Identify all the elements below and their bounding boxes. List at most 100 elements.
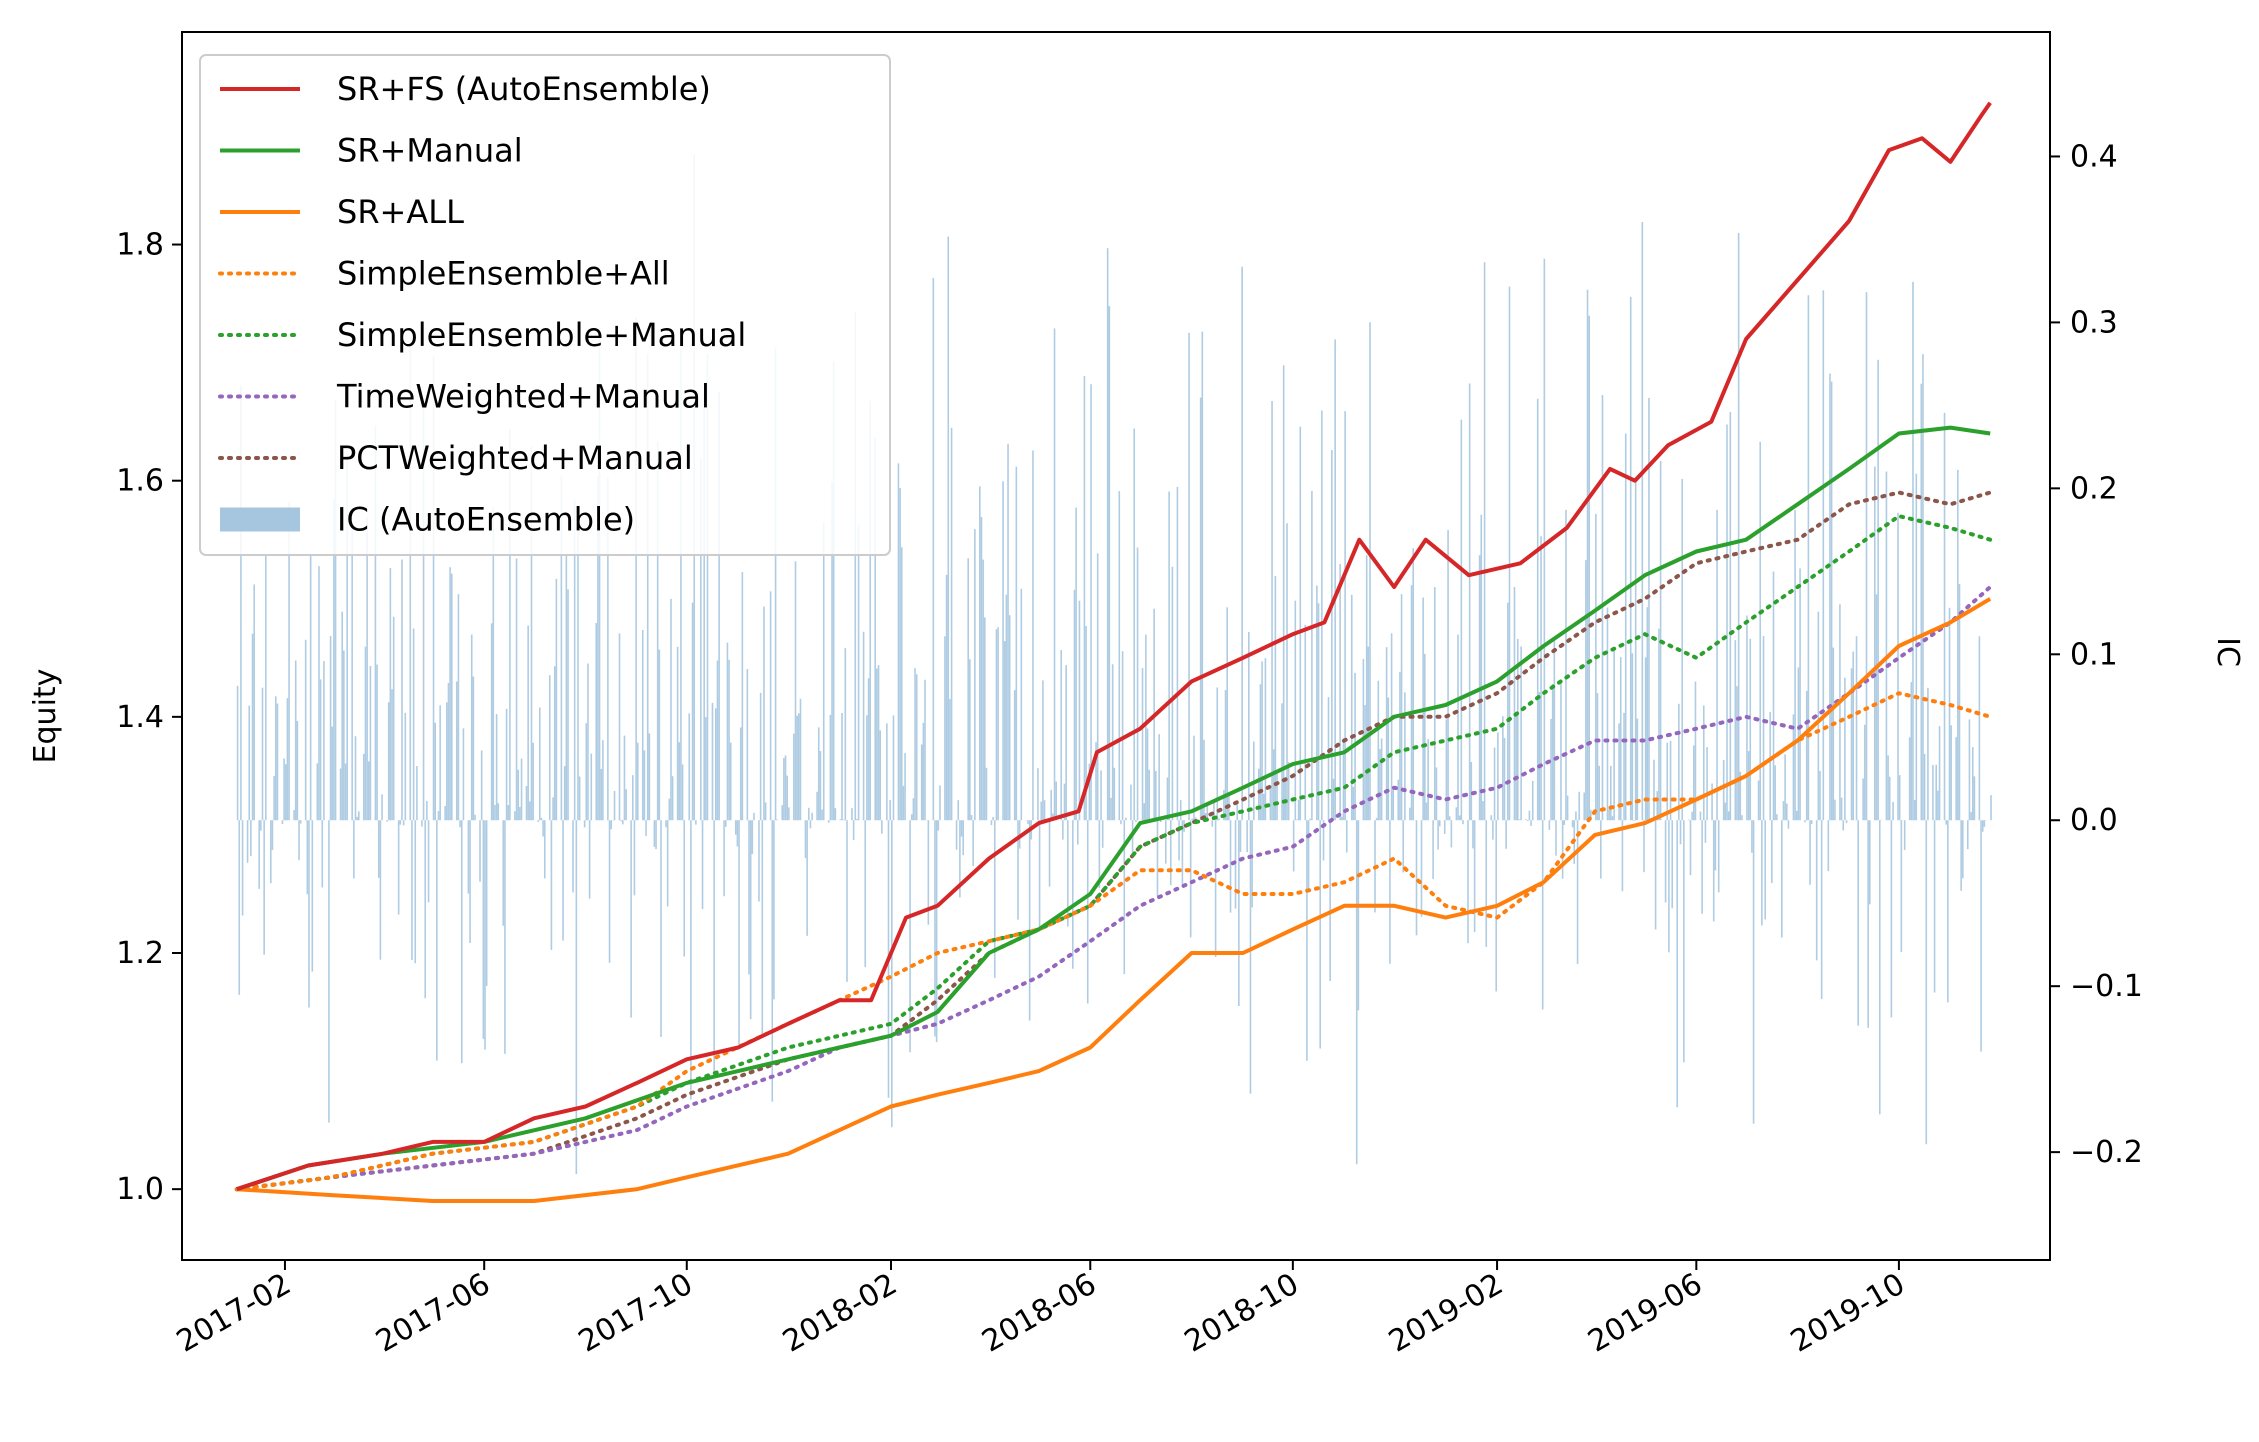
ic-bar [1600,820,1602,878]
ic-bar [806,820,808,936]
ic-bar [986,768,988,820]
ic-bar [494,805,496,820]
ic-bar [1554,637,1556,820]
ic-bar [994,820,996,978]
ic-bar [1788,820,1790,828]
ic-bar [1515,712,1517,820]
ic-bar [747,669,749,820]
ic-bar [1666,743,1668,821]
ic-bar [667,820,669,906]
ic-bar [1819,771,1821,820]
ic-bar [1341,817,1343,821]
ic-bar [378,820,380,878]
ic-bar [1494,748,1496,821]
ic-bar [1265,658,1267,820]
ic-bar [1542,820,1544,1009]
ic-bar [864,820,866,967]
ic-bar [473,676,475,820]
ic-bar [1781,820,1783,937]
ic-bar [1180,800,1182,820]
ic-bar [672,776,674,820]
ic-bar [727,643,729,821]
ic-bar [1505,820,1507,849]
ic-bar [1544,259,1546,820]
x-tick-label: 2018-02 [777,1267,903,1360]
x-tick-label: 2018-06 [976,1267,1102,1360]
ic-bar [1726,424,1728,820]
ic-bar [468,820,470,893]
ic-bar [1039,820,1041,929]
ic-bar [293,810,295,820]
ic-bar [587,664,589,821]
ic-bar [1955,737,1957,820]
ic-bar [1658,629,1660,821]
ic-bar [1804,820,1806,822]
ic-bar [504,820,506,1054]
legend-label: TimeWeighted+Manual [336,378,710,416]
ic-bar [1607,608,1609,821]
ic-bar [1758,781,1760,821]
ic-bar [318,566,320,820]
ic-bar [1957,470,1959,820]
ic-bar [556,579,558,820]
ic-bar [551,820,553,950]
ic-bar [795,561,797,820]
ic-bar [979,486,981,820]
ic-bar [645,820,647,836]
ic-bar [1040,802,1042,821]
ic-bar [1319,820,1321,1048]
ic-bar [517,770,519,820]
ic-bar [340,768,342,820]
ic-bar [1306,820,1308,1061]
ic-bar [1869,820,1871,904]
ic-bar [702,820,704,909]
ic-bar [1309,819,1311,821]
ic-bar [1680,820,1682,844]
ic-bar [740,728,742,821]
ic-bar [1451,820,1453,847]
ic-bar [1263,794,1265,820]
ic-bar [1226,607,1228,820]
ic-bar [1874,467,1876,821]
ic-bar [1623,713,1625,820]
ic-bar [521,759,523,821]
ic-bar [1816,820,1818,960]
ic-bar [1331,450,1333,820]
ic-bar [413,629,415,821]
ic-bar [947,237,949,821]
ic-bar [1563,820,1565,825]
ic-bar [622,820,624,824]
ic-bar [1821,820,1823,999]
ic-bar [823,522,825,820]
ic-bar [1480,515,1482,820]
ic-bar [1102,820,1104,848]
ic-bar [486,820,488,986]
ic-bar [600,769,602,820]
ic-bar [846,820,848,982]
ic-bar [939,785,941,820]
ic-bar [1482,801,1484,820]
ic-bar [1823,290,1825,820]
ic-bar [688,713,690,820]
ic-bar [1909,737,1911,820]
ic-bar [630,820,632,1017]
ic-bar [1135,820,1137,822]
ic-bar [974,529,976,820]
ic-bar [1612,816,1614,820]
ic-bar [1215,820,1217,957]
ic-bar [997,627,999,820]
ic-bar [320,679,322,820]
ic-bar [1006,595,1008,821]
ic-bar [949,699,951,820]
ic-bar [579,777,581,821]
ic-bar [1376,818,1378,820]
ic-bar [506,709,508,820]
ic-bar [1947,820,1949,1002]
ic-bar [1062,820,1064,839]
ic-bar [1271,401,1273,820]
ic-bar [644,750,646,820]
ic-bar [1298,800,1300,821]
y-tick-label: 1.2 [116,936,164,971]
ic-bar [1188,333,1190,820]
ic-bar [637,743,639,821]
